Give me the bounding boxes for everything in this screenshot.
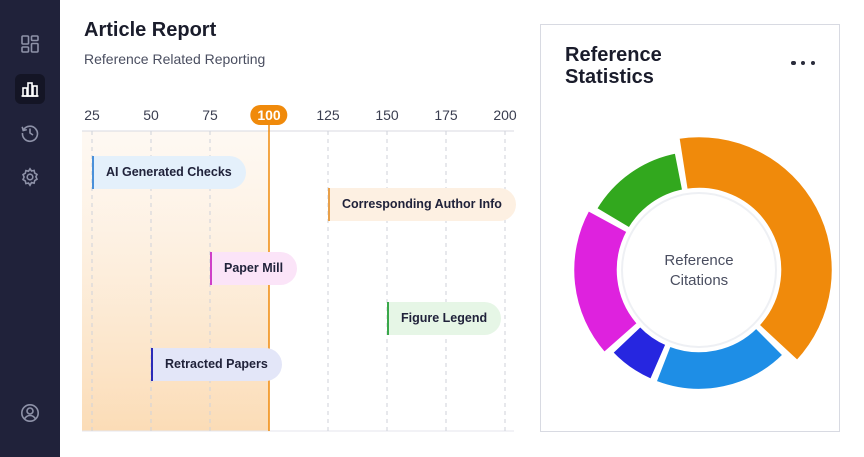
history-icon (21, 125, 39, 142)
tick-label-100: 100 (250, 105, 288, 125)
tick-label-175: 175 (434, 107, 458, 123)
donut-segment-1[interactable] (676, 134, 835, 363)
timeline-item-retracted-papers[interactable]: Retracted Papers (151, 348, 282, 381)
tick-label-150: 150 (375, 107, 399, 123)
sidebar-item-dashboard[interactable] (15, 29, 45, 59)
page-subtitle: Reference Related Reporting (84, 51, 266, 67)
tick-label-125: 125 (316, 107, 340, 123)
sidebar-item-reports[interactable] (15, 74, 45, 104)
tick-label-25: 25 (84, 107, 100, 123)
timeline-item-ai-generated-checks[interactable]: AI Generated Checks (92, 156, 246, 189)
settings-icon (21, 167, 39, 187)
bar-chart-icon (21, 82, 39, 97)
reference-statistics-card: Reference Statistics Reference Citations (540, 24, 840, 432)
user-icon (21, 404, 39, 422)
page-title: Article Report (84, 19, 217, 41)
reference-timeline: 25 50 75 100 125 150 175 200 AI Generated Checks… (82, 100, 522, 440)
dashboard-icon (21, 35, 39, 53)
sidebar-item-history[interactable] (15, 118, 45, 148)
timeline-item-corresponding-author-info[interactable]: Corresponding Author Info (328, 188, 516, 221)
timeline-item-figure-legend[interactable]: Figure Legend (387, 302, 502, 335)
sidebar (0, 0, 60, 457)
more-horizontal-icon[interactable] (791, 55, 815, 71)
reference-donut-chart (571, 134, 835, 392)
tick-label-200: 200 (493, 107, 517, 123)
donut-segment-4[interactable] (571, 208, 640, 355)
donut-segment-2[interactable] (653, 325, 786, 392)
donut-segment-3[interactable] (610, 323, 669, 382)
timeline-item-paper-mill[interactable]: Paper Mill (210, 252, 298, 285)
tick-label-50: 50 (143, 107, 159, 123)
sidebar-item-settings[interactable] (15, 162, 45, 192)
donut-inner-ring (621, 192, 777, 348)
sidebar-item-profile[interactable] (15, 398, 45, 428)
card-title: Reference Statistics (565, 44, 662, 88)
tick-label-75: 75 (202, 107, 218, 123)
donut-center-label: Reference Citations (664, 252, 734, 289)
timeline-grid (82, 124, 514, 432)
donut-segment-5[interactable] (594, 150, 685, 231)
